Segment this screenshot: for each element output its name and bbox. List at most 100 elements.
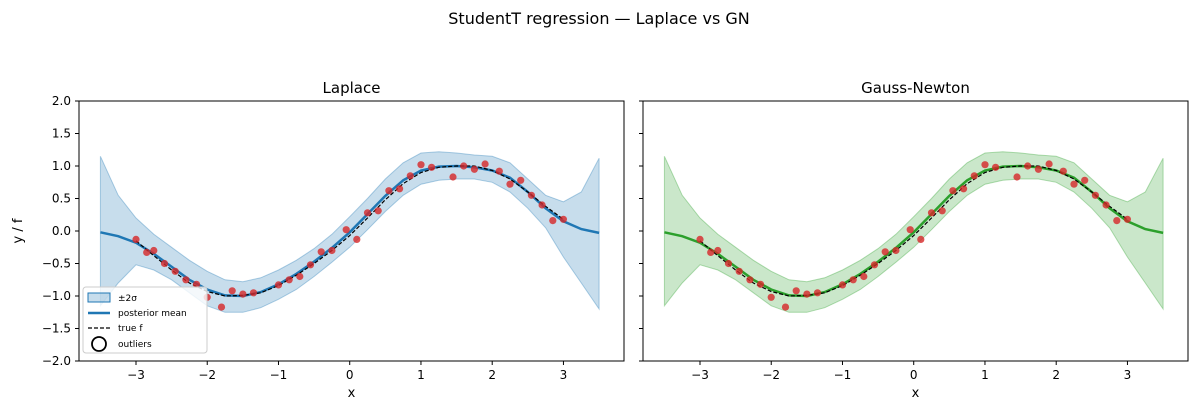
gauss-newton-x-ticks: −3 −2 −1 0 1 2 3 (691, 361, 1131, 382)
gauss-newton-data-point (927, 209, 936, 217)
laplace-data-point (428, 163, 436, 171)
laplace-x-tick-label: −2 (198, 368, 216, 382)
laplace-y-tick-label: 1.5 (52, 127, 71, 141)
gauss-newton-title: Gauss-Newton (861, 79, 970, 97)
gauss-newton-x-label: x (912, 386, 920, 401)
gauss-newton-true-f-line (699, 165, 1128, 297)
legend-outliers-marker (91, 336, 107, 352)
legend-true-label: true f (118, 324, 143, 334)
gauss-newton-data-point (767, 293, 775, 301)
laplace-x-tick-label: 1 (417, 368, 425, 382)
gauss-newton-data-point (892, 246, 900, 255)
laplace-data-point (328, 246, 336, 255)
gauss-newton-data-point (803, 290, 811, 298)
gauss-newton-data-point (906, 226, 914, 234)
laplace-posterior-mean-line (100, 164, 600, 298)
legend-mean-label: posterior mean (118, 309, 187, 319)
laplace-data-point (374, 207, 382, 215)
laplace-data-point (470, 165, 478, 173)
gauss-newton-data-point (881, 248, 889, 256)
gauss-newton-data-point (1024, 162, 1032, 170)
laplace-data-point (239, 290, 247, 298)
gauss-newton-data-point (949, 187, 957, 195)
laplace-data-point (182, 276, 190, 284)
laplace-x-label: x (348, 386, 356, 401)
laplace-data-point (396, 185, 404, 193)
gauss-newton-data-point (756, 280, 765, 288)
laplace-data-point (274, 281, 283, 289)
laplace-title: Laplace (323, 79, 381, 97)
gauss-newton-data-point (696, 235, 704, 243)
laplace-data-point (160, 259, 169, 268)
laplace-data-point (171, 267, 179, 275)
laplace-y-tick-label: 2.0 (52, 94, 71, 108)
gauss-newton-data-point (707, 248, 715, 256)
laplace-y-tick-label: 0.0 (52, 224, 71, 238)
gauss-newton-data-point (917, 235, 925, 243)
laplace-y-tick-label: 1.0 (52, 159, 71, 173)
laplace-plot-content (99, 151, 600, 313)
laplace-y-ticks: −2.0 −1.5 −1.0 −0.5 0.0 0.5 1.0 1.5 2.0 (42, 94, 79, 368)
laplace-data-point (306, 261, 315, 269)
gauss-newton-x-tick-label: −2 (762, 368, 780, 382)
laplace-data-point (317, 248, 325, 256)
gauss-newton-x-tick-label: −1 (834, 368, 852, 382)
legend-outliers-label: outliers (118, 340, 152, 350)
legend-band-swatch (87, 292, 111, 303)
gauss-newton-data-point (1070, 180, 1078, 188)
gauss-newton-data-point (992, 163, 1000, 171)
laplace-x-tick-label: −3 (127, 368, 145, 382)
laplace-data-point (296, 272, 304, 281)
laplace-data-point (549, 217, 557, 225)
laplace-y-tick-label: −1.0 (42, 289, 71, 303)
laplace-data-point (559, 215, 568, 223)
gauss-newton-data-point (724, 259, 733, 268)
gauss-newton-x-tick-label: 0 (910, 368, 918, 382)
gauss-newton-data-point (714, 246, 722, 255)
laplace-data-point (249, 289, 258, 297)
laplace-data-point (517, 176, 525, 184)
gauss-newton-plot-content (663, 151, 1164, 313)
gauss-newton-data-point (860, 272, 868, 281)
legend-band-label: ±2σ (118, 294, 137, 304)
gauss-newton-data-point (1013, 173, 1021, 181)
laplace-data-point (150, 246, 158, 255)
gauss-newton-x-tick-label: −3 (691, 368, 709, 382)
laplace-data-point (460, 162, 468, 170)
laplace-data-point (506, 180, 514, 188)
gauss-newton-data-point (735, 267, 743, 275)
laplace-data-point (143, 248, 151, 256)
laplace-y-tick-label: −2.0 (42, 354, 71, 368)
gauss-newton-data-point (1091, 191, 1099, 199)
gauss-newton-x-tick-label: 1 (981, 368, 989, 382)
laplace-y-tick-label: −1.5 (42, 322, 71, 336)
laplace-data-point (449, 173, 457, 181)
laplace-data-point (417, 161, 425, 169)
laplace-data-point (527, 191, 536, 199)
gauss-newton-data-point (1034, 165, 1042, 173)
gauss-newton-data-point (970, 172, 978, 180)
gauss-newton-panel: −3 −2 −1 0 1 2 3 Gauss-Newton x (639, 79, 1189, 401)
laplace-data-point (217, 303, 226, 311)
laplace-x-tick-label: 3 (560, 368, 568, 382)
laplace-data-point (385, 187, 393, 195)
laplace-x-tick-label: 0 (346, 368, 354, 382)
laplace-data-point (342, 226, 350, 234)
figure-title: StudentT regression — Laplace vs GN (448, 9, 749, 28)
laplace-x-tick-label: −1 (270, 368, 288, 382)
gauss-newton-data-point (1045, 160, 1053, 168)
gauss-newton-x-tick-label: 3 (1124, 368, 1132, 382)
gauss-newton-data-point (1123, 215, 1131, 223)
gauss-newton-data-point (870, 261, 879, 269)
gauss-newton-data-point (813, 289, 822, 297)
gauss-newton-data-point (746, 276, 754, 284)
laplace-data-point (132, 235, 140, 243)
laplace-x-ticks: −3 −2 −1 0 1 2 3 (127, 361, 567, 382)
laplace-data-point (495, 167, 503, 175)
gauss-newton-data-point (849, 276, 857, 284)
legend-box (82, 286, 208, 354)
gauss-newton-posterior-mean-line (664, 164, 1164, 298)
laplace-y-tick-label: −0.5 (42, 257, 71, 271)
laplace-data-point (406, 172, 414, 180)
legend: ±2σ posterior mean true f outliers (82, 286, 208, 354)
